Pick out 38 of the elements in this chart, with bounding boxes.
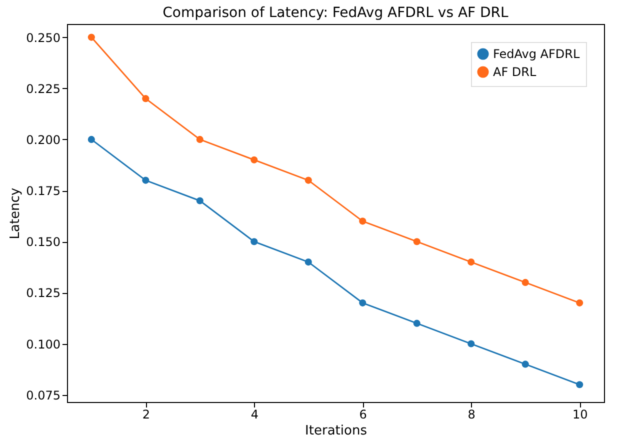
point xyxy=(250,238,258,246)
y-tick-label: 0.125 xyxy=(26,286,60,300)
point xyxy=(196,197,204,204)
legend-label: FedAvg AFDRL xyxy=(493,47,580,61)
point xyxy=(413,320,420,327)
point xyxy=(304,176,312,184)
y-axis-title: Latency xyxy=(8,188,24,240)
point xyxy=(468,258,475,266)
point xyxy=(250,156,258,164)
point xyxy=(88,34,95,41)
chart-title: Comparison of Latency: FedAvg AFDRL vs AF DRL xyxy=(162,5,509,21)
y-tick-label: 0.225 xyxy=(26,82,60,96)
point xyxy=(196,136,204,143)
y-tick-label: 0.150 xyxy=(26,235,60,250)
point xyxy=(142,176,150,184)
x-tick-label: 6 xyxy=(359,408,367,422)
point xyxy=(359,218,366,225)
x-axis-title: Iterations xyxy=(305,424,368,438)
point xyxy=(522,278,529,286)
y-tick-label: 0.200 xyxy=(26,132,60,147)
point xyxy=(142,95,150,102)
x-tick-label: 4 xyxy=(250,408,258,422)
point xyxy=(359,299,366,306)
point xyxy=(576,299,584,306)
x-tick-label: 2 xyxy=(142,408,150,422)
x-tick-label: 10 xyxy=(572,408,588,422)
y-tick-label: 0.175 xyxy=(26,184,60,198)
y-tick-label: 0.250 xyxy=(26,30,60,45)
legend-label: AF DRL xyxy=(493,65,537,79)
y-tick-label: 0.075 xyxy=(26,388,60,402)
point xyxy=(576,381,584,388)
point xyxy=(468,340,475,348)
y-tick-label: 0.100 xyxy=(26,337,60,352)
x-tick-label: 8 xyxy=(468,408,476,422)
point xyxy=(522,360,529,368)
point xyxy=(88,136,95,143)
point xyxy=(413,238,420,246)
point xyxy=(304,258,312,266)
